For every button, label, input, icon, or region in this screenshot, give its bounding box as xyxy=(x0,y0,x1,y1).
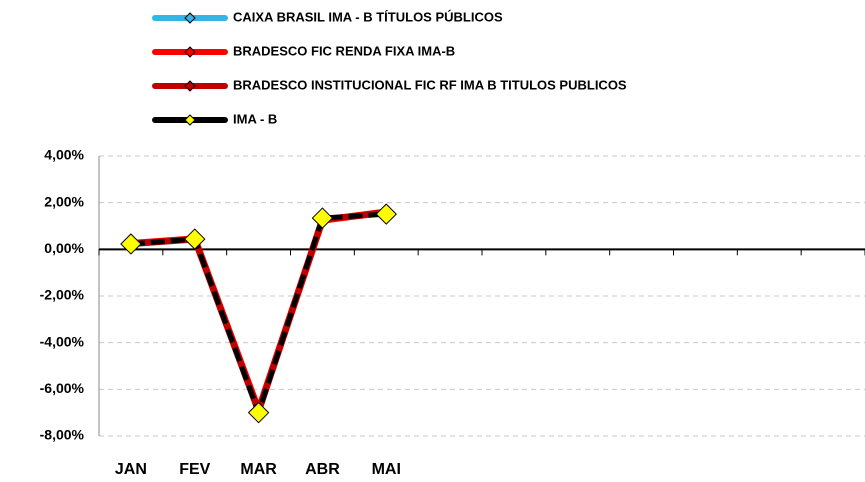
y-tick-label: 0,00% xyxy=(44,240,84,256)
y-tick-label: 4,00% xyxy=(44,147,84,163)
x-tick-label: JAN xyxy=(115,461,147,478)
y-tick-label: -6,00% xyxy=(40,380,85,396)
y-tick-label: -2,00% xyxy=(40,287,85,303)
legend-marker xyxy=(184,12,196,24)
legend-label: BRADESCO FIC RENDA FIXA IMA-B xyxy=(233,43,455,58)
series-line xyxy=(130,209,387,415)
x-tick-label: MAR xyxy=(240,461,277,478)
point-marker xyxy=(247,401,270,424)
legend-marker xyxy=(184,80,196,92)
x-tick-label: ABR xyxy=(305,461,340,478)
legend-label: IMA - B xyxy=(233,111,277,126)
x-tick-label: MAI xyxy=(372,461,401,478)
point-marker xyxy=(120,233,142,255)
point-marker xyxy=(375,203,397,225)
legend-marker xyxy=(184,114,196,126)
y-tick-label: 2,00% xyxy=(44,193,84,209)
legend-label: CAIXA BRASIL IMA - B TÍTULOS PÚBLICOS xyxy=(233,9,503,24)
point-marker xyxy=(184,228,206,250)
legend-label: BRADESCO INSTITUCIONAL FIC RF IMA B TITU… xyxy=(233,77,627,92)
y-tick-label: -4,00% xyxy=(40,333,85,349)
y-tick-label: -8,00% xyxy=(40,427,85,443)
x-tick-label: FEV xyxy=(179,461,210,478)
legend-marker xyxy=(184,46,196,58)
point-marker xyxy=(311,207,334,229)
